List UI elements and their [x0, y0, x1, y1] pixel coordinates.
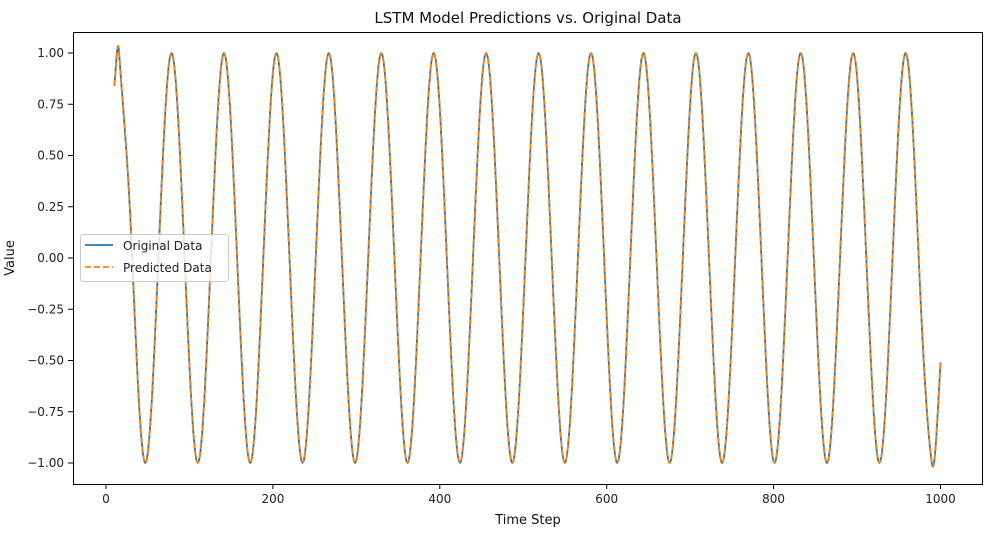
x-tick-label: 600	[595, 492, 618, 506]
y-axis-label: Value	[3, 240, 18, 276]
y-tick-label: −1.00	[27, 456, 64, 470]
y-tick-label: −0.25	[27, 302, 64, 316]
x-tick-label: 0	[102, 492, 110, 506]
x-tick-label: 200	[261, 492, 284, 506]
y-tick-label: −0.50	[27, 354, 64, 368]
x-tick-label: 800	[762, 492, 785, 506]
legend-box	[80, 234, 229, 282]
legend: Original Data Predicted Data	[80, 234, 229, 282]
y-tick-label: 0.50	[37, 149, 64, 163]
series-layer	[113, 45, 942, 468]
y-tick-label: 0.25	[37, 200, 64, 214]
series-line-original	[113, 45, 942, 468]
series-line-predicted	[113, 45, 942, 468]
chart-title: LSTM Model Predictions vs. Original Data	[374, 9, 681, 27]
y-tick-label: −0.75	[27, 405, 64, 419]
x-tick-label: 1000	[925, 492, 956, 506]
legend-label-predicted: Predicted Data	[123, 261, 212, 275]
legend-label-original: Original Data	[123, 239, 202, 253]
x-axis-label: Time Step	[494, 513, 561, 528]
y-tick-label: 1.00	[37, 46, 64, 60]
plot-frame	[73, 32, 983, 485]
y-axis: −1.00 −0.75 −0.50 −0.25 0.00 0.25 0.50 0.75 1.00	[27, 46, 73, 470]
y-tick-label: 0.00	[37, 251, 64, 265]
y-tick-label: 0.75	[37, 97, 64, 111]
x-axis: 0 200 400 600 800 1000	[102, 484, 956, 506]
x-tick-label: 400	[428, 492, 451, 506]
